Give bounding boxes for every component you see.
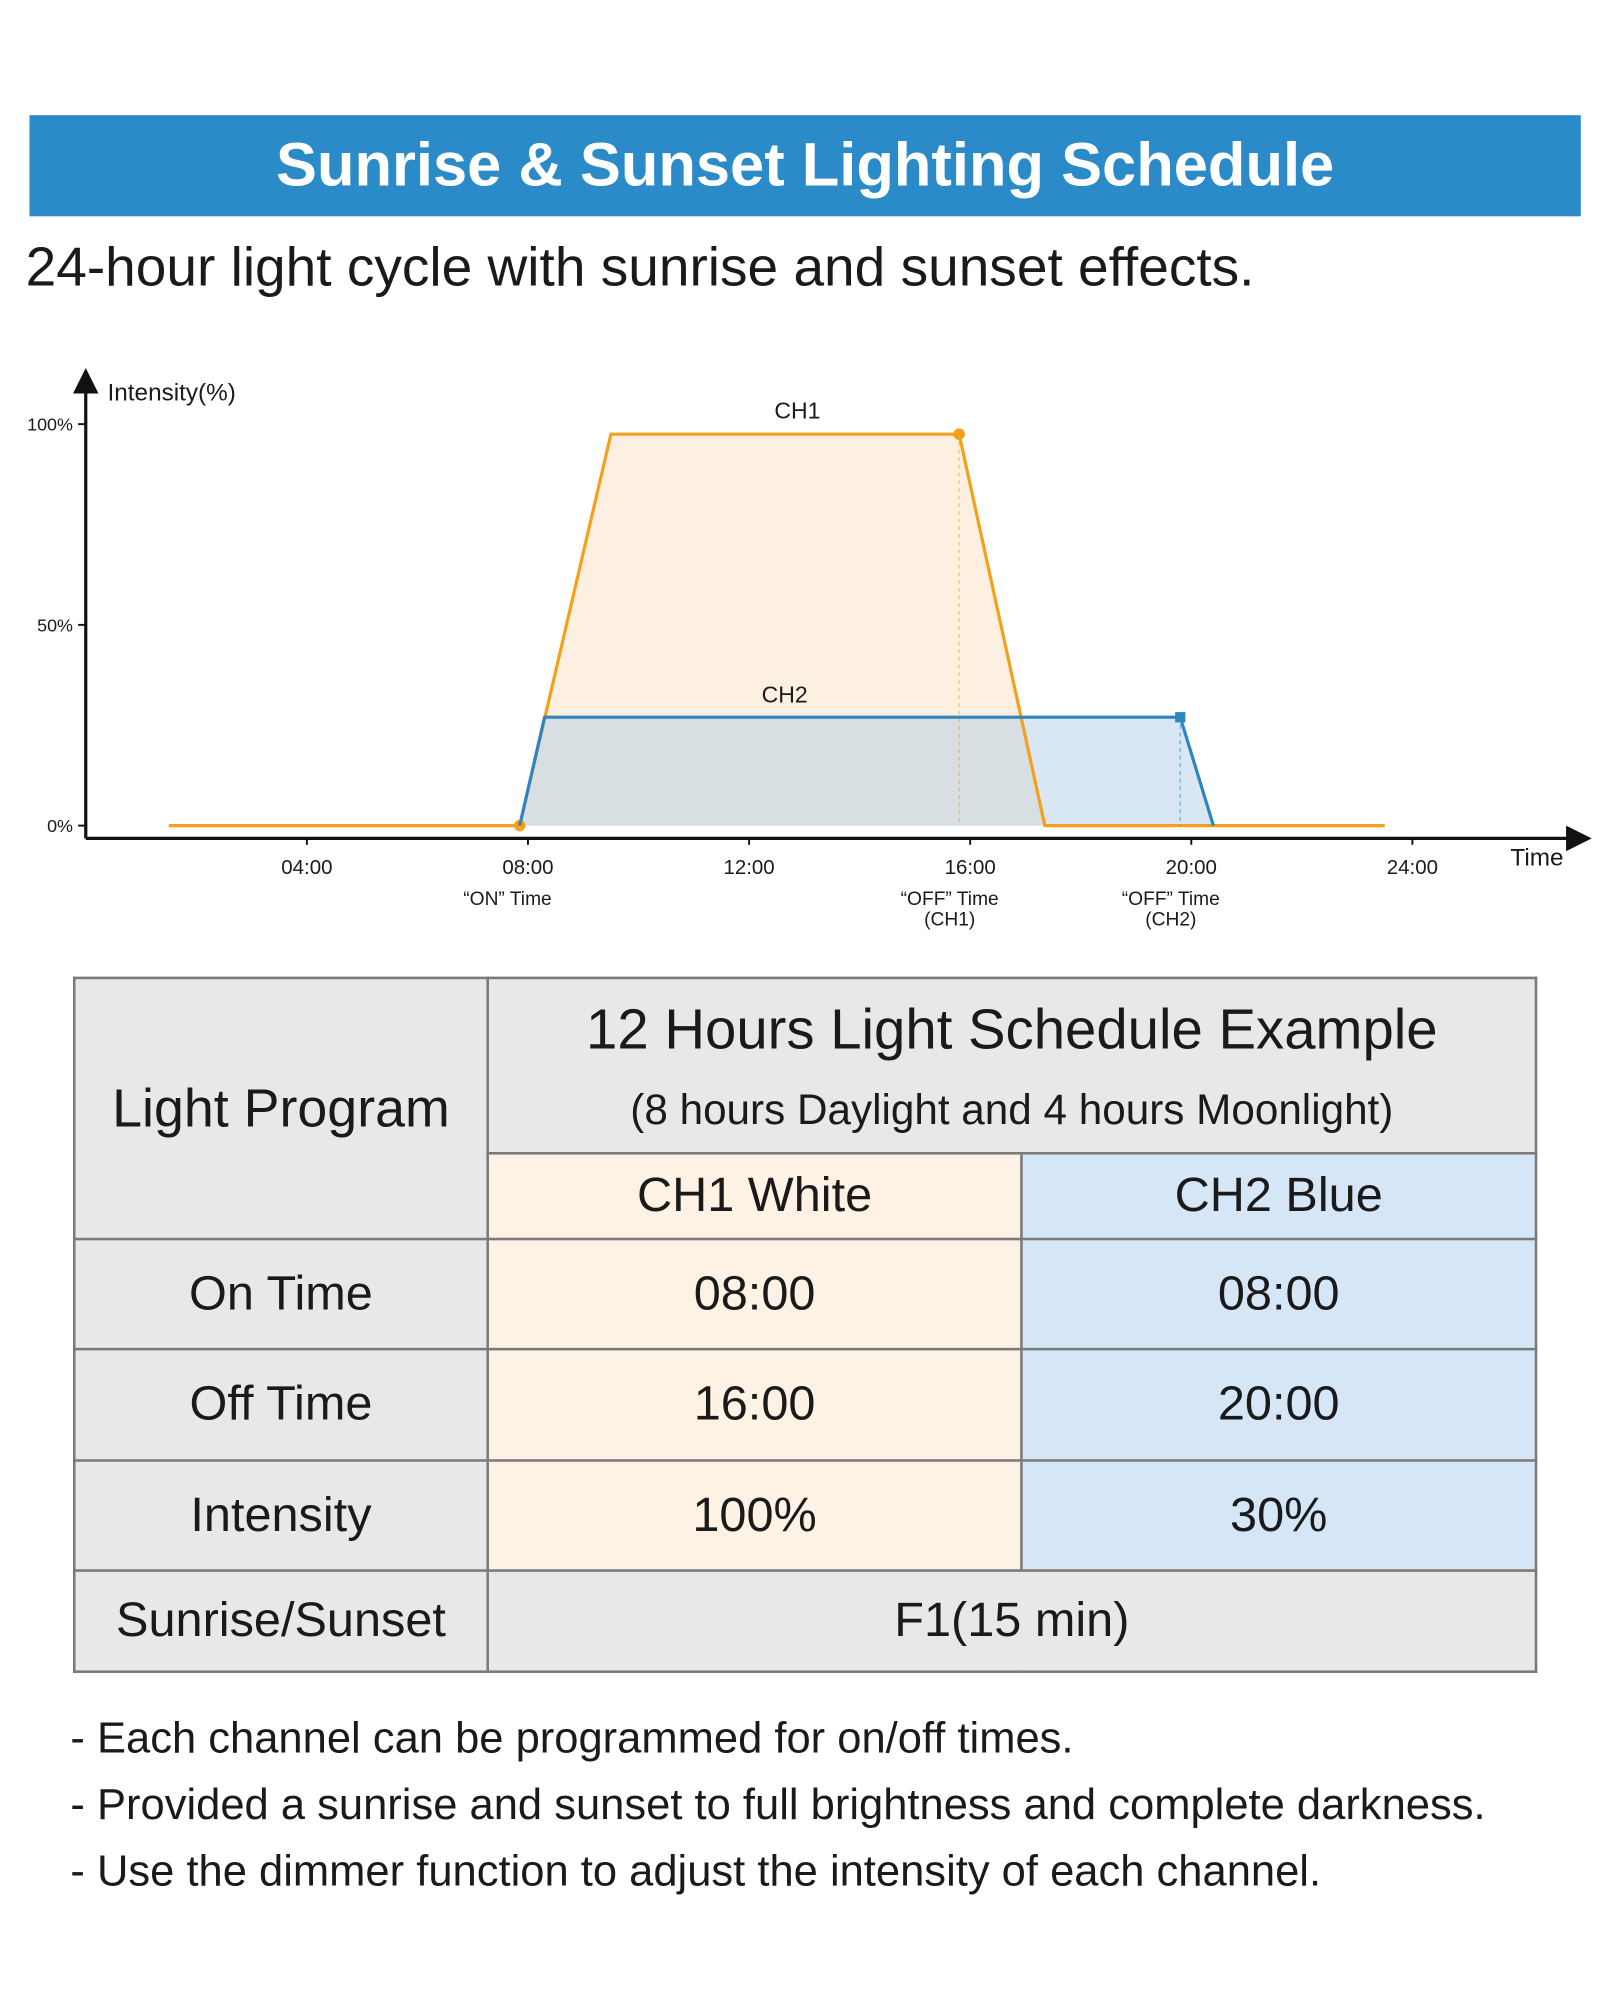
x-tick-label: 04:00 [281, 856, 332, 879]
series-line [518, 715, 1215, 827]
x-tick-label: 08:00 [502, 856, 553, 879]
note: - Use the dimmer function to adjust the … [70, 1847, 1322, 1896]
subtitle: 24-hour light cycle with sunrise and sun… [25, 236, 1255, 299]
y-tick-label: 100% [27, 415, 73, 435]
point-marker [513, 819, 526, 832]
x-tick-label: 16:00 [945, 856, 996, 879]
x-annotation: (CH2) [1145, 909, 1196, 930]
series-line [168, 432, 1385, 828]
cell: 16:00 [486, 1347, 1023, 1462]
cell: 08:00 [486, 1237, 1023, 1351]
cell: F1(15 min) [486, 1569, 1538, 1673]
cell: 20:00 [1020, 1347, 1538, 1462]
series-label: CH2 [762, 682, 808, 708]
x-annotation: “ON” Time [463, 889, 551, 910]
y-axis-label: Intensity(%) [108, 380, 236, 407]
notes: - Each channel can be programmed for on/… [70, 1705, 1485, 1905]
column-header: CH2 Blue [1020, 1152, 1538, 1241]
row-label: Sunrise/Sunset [72, 1569, 489, 1673]
series-area [519, 717, 1214, 826]
y-tick-label: 50% [37, 615, 73, 635]
y-tick-label: 0% [47, 816, 73, 836]
x-annotation: “OFF” Time [1122, 889, 1220, 910]
note: - Provided a sunrise and sunset to full … [70, 1780, 1486, 1830]
x-tick-label: 20:00 [1166, 856, 1217, 879]
x-annotation: (CH1) [924, 909, 975, 930]
title-banner: Sunrise & Sunset Lighting Schedule [29, 115, 1581, 217]
row-label: On Time [72, 1237, 489, 1351]
row-label: Off Time [72, 1347, 489, 1462]
column-header: CH1 White [486, 1152, 1023, 1241]
note: - Each channel can be programmed for on/… [70, 1713, 1074, 1763]
x-axis-label: Time [1510, 844, 1563, 871]
series-area [168, 434, 1385, 826]
series-label: CH1 [774, 398, 820, 424]
cell: 100% [486, 1459, 1023, 1572]
schedule-table: Light Program 12 Hours Light Schedule Ex… [72, 976, 1538, 1673]
table-title: 12 Hours Light Schedule Example [586, 997, 1438, 1061]
point-marker [1175, 712, 1186, 723]
table-title-cell: 12 Hours Light Schedule Example (8 hours… [486, 976, 1538, 1155]
point-marker [953, 428, 965, 440]
cell: 08:00 [1020, 1237, 1538, 1351]
chart: Intensity(%) Time 0% 50% 100% 04:00 08:00 12:… [27, 367, 1592, 930]
row-label: Intensity [72, 1459, 489, 1572]
x-tick-label: 12:00 [723, 856, 774, 879]
table-note: (8 hours Daylight and 4 hours Moonlight) [630, 1084, 1394, 1133]
x-annotation: “OFF” Time [901, 889, 999, 910]
cell: 30% [1020, 1459, 1538, 1572]
x-tick-label: 24:00 [1387, 856, 1438, 879]
corner-cell: Light Program [72, 976, 489, 1241]
